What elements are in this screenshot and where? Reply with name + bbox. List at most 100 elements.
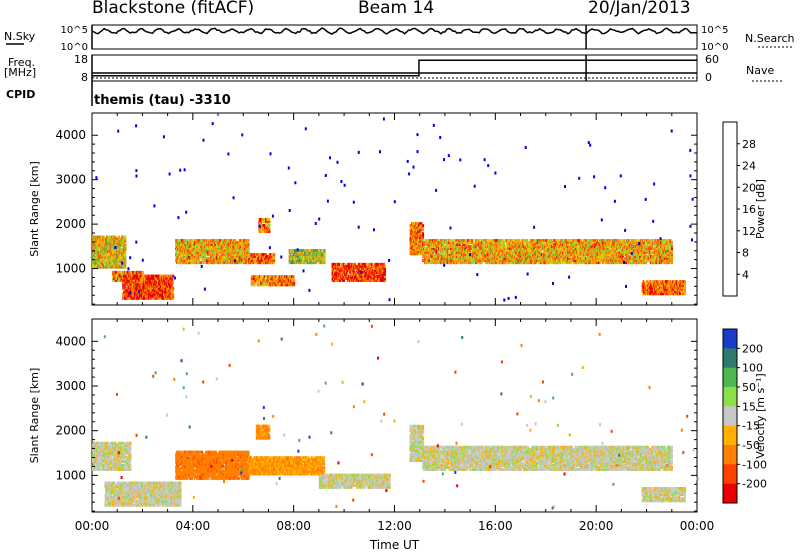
power-panel-cell	[511, 259, 514, 263]
power-panel-cell	[160, 274, 163, 278]
power-panel-cell	[536, 253, 539, 257]
power-panel-cell	[118, 270, 121, 274]
power-panel-cell	[186, 241, 189, 245]
power-panel-cell	[230, 259, 233, 263]
power-panel-cell	[370, 262, 373, 266]
power-panel-cell	[553, 251, 556, 255]
power-panel-cell	[115, 278, 118, 282]
power-panel-cell	[323, 261, 326, 265]
power-panel-cell	[422, 239, 425, 243]
power-panel-cell	[417, 224, 420, 228]
power-panel-cell	[532, 241, 535, 245]
power-panel-cell	[457, 247, 460, 251]
power-panel-cell	[94, 235, 97, 239]
power-panel-cell	[562, 241, 565, 245]
power-panel-cell	[530, 261, 533, 265]
power-panel-cell	[512, 251, 515, 255]
power-panel-cell	[237, 243, 240, 247]
power-panel-cell	[449, 249, 452, 253]
power-panel-cell	[435, 251, 438, 255]
power-panel-cell	[537, 251, 539, 255]
power-panel-cell	[383, 264, 386, 268]
power-panel-cell	[115, 237, 118, 241]
power-panel-cell	[268, 230, 271, 233]
power-panel-cell	[468, 255, 471, 259]
power-panel-cell	[371, 272, 374, 276]
power-panel-cell	[135, 288, 138, 292]
freq-left-tick-top: 18	[74, 53, 88, 66]
power-panel-cell	[143, 292, 145, 296]
power-panel-cell	[147, 288, 150, 292]
power-panel-cell	[153, 276, 155, 280]
power-panel-cell	[340, 272, 343, 276]
power-panel-cell	[103, 239, 106, 243]
power-panel-cell	[549, 243, 552, 247]
power-panel-cell	[253, 283, 256, 287]
power-panel-cell	[539, 243, 542, 247]
power-panel-cell	[315, 261, 318, 265]
power-panel-cell	[201, 245, 203, 249]
power-panel-cell	[254, 257, 257, 261]
power-panel-cell	[548, 255, 551, 259]
power-panel-cell	[112, 255, 114, 259]
freq-unit-label: [MHz]	[4, 66, 37, 79]
power-panel-cell	[417, 222, 420, 226]
power-panel-cell	[415, 236, 418, 240]
power-panel-cell	[95, 255, 98, 259]
power-panel-cell	[157, 292, 160, 296]
power-panel-cell	[105, 255, 108, 259]
power-panel-cell	[118, 241, 121, 245]
power-panel-cell	[472, 249, 475, 253]
power-panel-cell	[119, 243, 122, 247]
power-panel-cell	[138, 276, 141, 280]
power-panel-cell	[234, 241, 237, 245]
power-panel-cell	[128, 270, 130, 274]
power-panel-cell	[227, 249, 230, 253]
power-panel-cell	[428, 261, 431, 265]
power-panel-cell	[349, 276, 352, 280]
power-panel-cell	[254, 253, 257, 257]
power-panel-cell	[206, 247, 209, 251]
power-panel-cell	[123, 253, 126, 257]
power-panel-cell	[383, 276, 386, 280]
power-panel-cell	[348, 274, 351, 278]
power-panel-cell	[414, 234, 417, 238]
power-panel-cell	[267, 226, 270, 229]
power-panel-cell	[202, 247, 205, 251]
power-panel-cell	[108, 265, 111, 269]
power-panel-cell	[188, 255, 191, 259]
power-panel-cell	[114, 235, 117, 239]
power-panel-cell	[262, 277, 265, 281]
power-panel-cell	[141, 274, 144, 278]
power-panel-cell	[301, 251, 304, 255]
power-panel-cell	[439, 251, 442, 255]
power-panel-cell	[467, 243, 470, 247]
power-panel-cell	[118, 249, 121, 253]
power-panel-cell	[505, 261, 508, 265]
power-panel-cell	[487, 257, 490, 261]
power-panel-cell	[215, 261, 218, 265]
power-panel-cell	[418, 238, 421, 242]
power-panel-cell	[492, 243, 495, 247]
power-panel-cell	[368, 264, 371, 268]
power-panel-cell	[181, 239, 183, 243]
power-panel-cell	[423, 247, 426, 251]
power-panel-cell	[131, 292, 134, 296]
power-panel-cell	[244, 257, 247, 261]
power-panel-cell	[98, 239, 101, 243]
power-panel-cell	[301, 261, 304, 265]
power-panel-cell	[107, 247, 110, 251]
power-panel-cell	[118, 272, 121, 276]
power-panel-cell	[111, 247, 114, 251]
power-panel-cell	[136, 282, 139, 286]
power-panel-cell	[130, 280, 133, 284]
power-panel-cell	[273, 253, 276, 257]
power-panel-cell	[547, 249, 549, 253]
date-title: 20/Jan/2013	[588, 0, 691, 18]
power-panel-cell	[542, 259, 544, 263]
power-panel-cell	[166, 276, 169, 280]
power-panel-cell	[551, 241, 554, 245]
power-panel-cell	[223, 253, 226, 257]
power-panel-cell	[172, 274, 175, 278]
power-panel-cell	[409, 228, 412, 232]
